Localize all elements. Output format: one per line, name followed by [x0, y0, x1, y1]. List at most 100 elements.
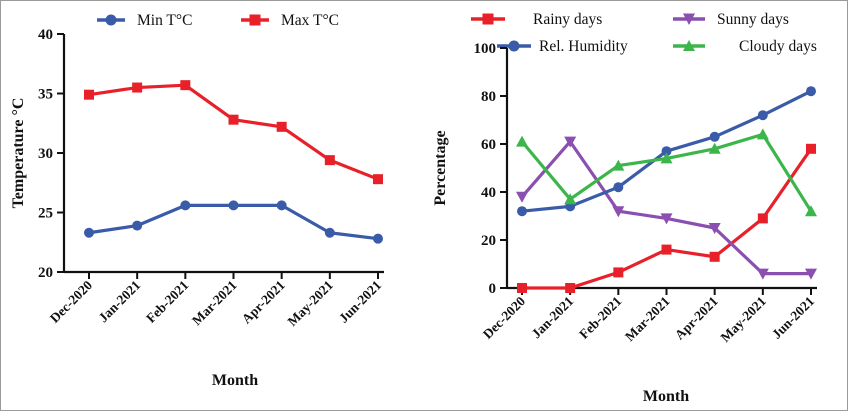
- data-point-max-t-c-feb-2021: [180, 80, 191, 91]
- x-axis-title: Month: [643, 388, 689, 405]
- series-min-t-c: [84, 200, 383, 244]
- series-cloudy-days: [516, 128, 817, 217]
- data-point-sunny-days-jan-2021: [564, 136, 577, 148]
- data-point-rainy-days-jan-2021: [565, 283, 576, 293]
- data-point-cloudy-days-dec-2020: [516, 135, 528, 147]
- y-ticks: 20 25 30 35 40: [38, 27, 64, 281]
- y-tick-label-40: 40: [481, 185, 496, 201]
- data-point-rainy-days-dec-2020: [517, 283, 527, 293]
- data-point-rel-humidity-mar-2021: [661, 146, 672, 157]
- y-tick-label-20: 20: [481, 233, 496, 249]
- x-axis-title: Month: [212, 372, 258, 389]
- x-tick-label-jan-2021: Jan-2021: [96, 277, 144, 325]
- x-tick-label-mar-2021: Mar-2021: [622, 293, 673, 344]
- legend-item-min-temp: Min T°C: [97, 12, 192, 29]
- data-point-cloudy-days-jun-2021: [805, 205, 817, 217]
- data-point-max-t-c-apr-2021: [276, 121, 287, 132]
- data-point-min-t-c-feb-2021: [180, 200, 191, 211]
- series-rel-humidity: [517, 86, 816, 217]
- series-group: [84, 80, 383, 244]
- data-point-sunny-days-dec-2020: [516, 191, 528, 203]
- legend-item-humidity: Rel. Humidity: [497, 38, 628, 55]
- data-point-cloudy-days-apr-2021: [708, 142, 721, 154]
- data-point-rel-humidity-apr-2021: [709, 131, 720, 142]
- data-point-rel-humidity-may-2021: [757, 110, 768, 121]
- x-tick-label-dec-2020: Dec-2020: [480, 293, 528, 341]
- data-point-rel-humidity-dec-2020: [517, 206, 527, 217]
- legend-item-rainy: Rainy days: [471, 11, 602, 28]
- x-tick-label-may-2021: May-2021: [285, 277, 337, 329]
- legend-item-max-temp: Max T°C: [241, 12, 339, 29]
- data-point-max-t-c-jan-2021: [132, 82, 143, 93]
- x-tick-label-may-2021: May-2021: [718, 293, 770, 345]
- data-point-min-t-c-jun-2021: [373, 233, 383, 244]
- data-point-rainy-days-feb-2021: [613, 267, 624, 278]
- series-rainy-days: [517, 143, 816, 293]
- data-point-cloudy-days-feb-2021: [612, 159, 625, 171]
- legend-label-rainy: Rainy days: [533, 11, 602, 28]
- y-tick-label-100: 100: [474, 41, 497, 57]
- legend-item-sunny: Sunny days: [673, 11, 789, 28]
- data-point-cloudy-days-jan-2021: [564, 193, 577, 205]
- data-point-sunny-days-feb-2021: [612, 206, 625, 218]
- data-point-sunny-days-mar-2021: [660, 213, 673, 225]
- y-tick-label-0: 0: [489, 281, 497, 297]
- data-point-sunny-days-may-2021: [756, 268, 769, 280]
- legend: Rainy days Sunny days Rel. Humidity Clou…: [471, 11, 817, 55]
- legend-marker-triangle-up: [683, 40, 695, 51]
- series-group: [516, 86, 817, 293]
- legend-label-humidity: Rel. Humidity: [539, 38, 628, 55]
- legend-label-sunny: Sunny days: [717, 11, 789, 28]
- y-axis-title: Temperature °C: [10, 98, 27, 209]
- data-point-rainy-days-jun-2021: [806, 143, 816, 154]
- data-point-rel-humidity-feb-2021: [613, 182, 624, 193]
- series-max-t-c: [84, 80, 383, 185]
- legend-marker-circle: [508, 40, 520, 52]
- x-tick-label-apr-2021: Apr-2021: [672, 293, 721, 342]
- data-point-max-t-c-jun-2021: [373, 174, 383, 185]
- x-tick-label-jun-2021: Jun-2021: [769, 293, 817, 341]
- data-point-cloudy-days-may-2021: [756, 128, 769, 140]
- x-tick-label-feb-2021: Feb-2021: [143, 277, 191, 325]
- legend-marker-square: [249, 14, 261, 26]
- data-point-max-t-c-may-2021: [324, 155, 335, 166]
- y-ticks: 0 20 40 60 80 100: [474, 41, 507, 297]
- legend-label-min-temp: Min T°C: [137, 12, 192, 29]
- data-point-rel-humidity-jun-2021: [806, 86, 816, 97]
- x-tick-label-jun-2021: Jun-2021: [336, 277, 384, 325]
- data-point-sunny-days-jun-2021: [805, 268, 817, 280]
- data-point-rainy-days-mar-2021: [661, 244, 672, 255]
- y-tick-label-35: 35: [38, 87, 53, 103]
- data-point-max-t-c-dec-2020: [84, 89, 94, 100]
- data-point-min-t-c-dec-2020: [84, 227, 94, 238]
- x-tick-label-mar-2021: Mar-2021: [189, 277, 240, 328]
- data-point-cloudy-days-mar-2021: [660, 152, 673, 164]
- y-tick-label-20: 20: [38, 265, 53, 281]
- data-point-min-t-c-apr-2021: [276, 200, 287, 211]
- percentage-chart: Rainy days Sunny days Rel. Humidity Clou…: [432, 11, 817, 405]
- x-tick-label-apr-2021: Apr-2021: [239, 277, 288, 326]
- legend-item-cloudy: Cloudy days: [673, 38, 817, 55]
- legend-label-cloudy: Cloudy days: [739, 38, 817, 55]
- y-tick-label-25: 25: [38, 206, 53, 222]
- legend-marker-circle: [105, 14, 117, 26]
- y-tick-label-60: 60: [481, 137, 496, 153]
- x-tick-label-jan-2021: Jan-2021: [529, 293, 577, 341]
- y-tick-label-80: 80: [481, 89, 496, 105]
- legend-marker-square: [482, 13, 494, 25]
- data-point-rainy-days-apr-2021: [709, 251, 720, 262]
- y-tick-label-40: 40: [38, 27, 53, 43]
- axes: [62, 34, 384, 274]
- data-point-max-t-c-mar-2021: [228, 114, 239, 125]
- y-tick-label-30: 30: [38, 146, 53, 162]
- data-point-rainy-days-may-2021: [757, 213, 768, 224]
- series-sunny-days: [516, 136, 817, 280]
- data-point-min-t-c-jan-2021: [132, 220, 143, 231]
- x-tick-label-feb-2021: Feb-2021: [576, 293, 624, 341]
- data-point-min-t-c-may-2021: [324, 227, 335, 238]
- temperature-chart: Min T°C Max T°C Temperature °C Month 202…: [10, 12, 384, 389]
